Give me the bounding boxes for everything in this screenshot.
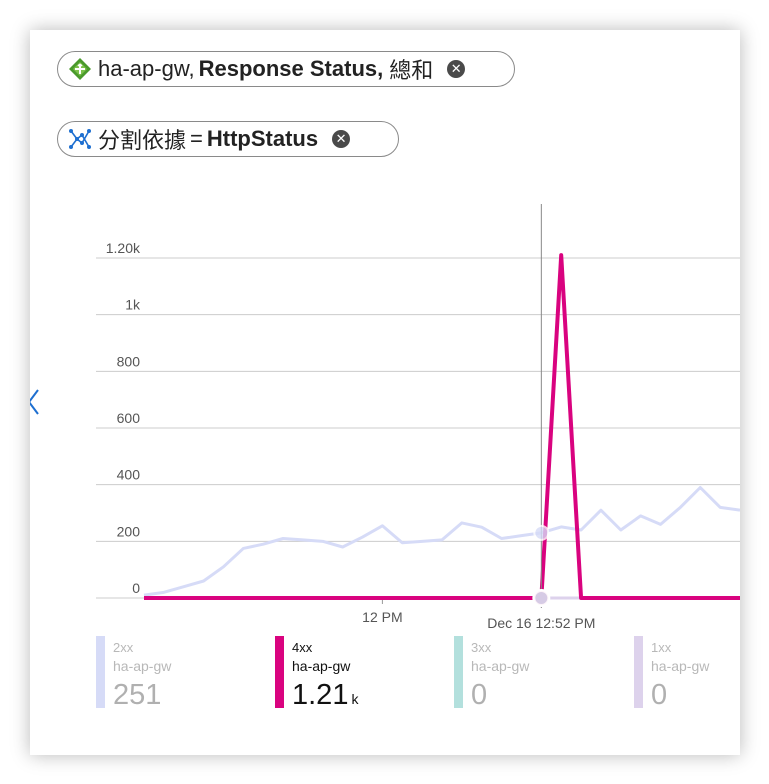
y-tick-label: 400	[117, 467, 141, 483]
split-label: 分割依據	[98, 128, 187, 153]
legend-color-bar	[454, 636, 463, 708]
gateway-diamond-icon	[68, 57, 92, 81]
legend-color-bar	[96, 636, 105, 708]
legend-item-3xx[interactable]: 3xx ha-ap-gw 0	[454, 636, 624, 712]
close-circle-icon[interactable]: ✕	[332, 130, 351, 148]
y-tick-label: 0	[132, 580, 140, 596]
legend-value-number: 1.21	[292, 679, 349, 711]
legend-value: 251	[113, 679, 164, 712]
filter-metric: Response Status,	[198, 56, 384, 81]
hover-point-2xx	[533, 524, 550, 541]
series-line-4xx	[144, 253, 740, 600]
chart-series	[143, 253, 740, 600]
close-circle-icon[interactable]: ✕	[447, 60, 466, 78]
legend-resource: ha-ap-gw	[113, 658, 172, 674]
legend-value: 0	[651, 679, 670, 712]
legend-series-name: 2xx	[113, 640, 134, 655]
legend-item-2xx[interactable]: 2xx ha-ap-gw 251	[96, 636, 266, 712]
metric-chart-card: ha-ap-gw, Response Status, 總和 ✕ 分割依據 = H…	[30, 30, 740, 755]
legend-value-number: 0	[651, 679, 668, 711]
tooltip-time: Dec 16 12:52 PM	[487, 615, 595, 631]
legend-series-name: 3xx	[471, 640, 492, 655]
hover-point-1xx	[533, 590, 550, 606]
legend-resource: ha-ap-gw	[651, 658, 710, 674]
legend-series-name: 4xx	[292, 640, 313, 655]
y-tick-label: 800	[117, 353, 141, 369]
legend-item-4xx[interactable]: 4xx ha-ap-gw 1.21 k	[275, 636, 445, 712]
legend-series-name: 1xx	[651, 640, 672, 655]
metric-filter-pill[interactable]: ha-ap-gw, Response Status, 總和 ✕	[57, 51, 515, 87]
y-axis-ticks: 0 200 400 600 800 1k 1.20k	[106, 240, 141, 596]
y-tick-label: 600	[117, 410, 141, 426]
legend-color-bar	[275, 636, 284, 708]
legend-item-1xx[interactable]: 1xx ha-ap-gw 0	[634, 636, 740, 712]
filter-resource: ha-ap-gw,	[98, 56, 195, 81]
x-axis-ticks: 12 PM	[362, 598, 403, 625]
y-tick-label: 1.20k	[106, 240, 141, 256]
legend-value-number: 0	[471, 679, 488, 711]
legend-value-unit: k	[351, 691, 359, 707]
legend-color-bar	[634, 636, 643, 708]
hover-cursor	[532, 204, 551, 608]
chart-grid	[96, 257, 740, 599]
split-equals: =	[190, 126, 203, 151]
line-chart[interactable]: 0 200 400 600 800 1k 1.20k 12 PM Dec 16 12:52 …	[30, 30, 740, 640]
split-network-icon	[68, 127, 92, 151]
y-tick-label: 1k	[125, 297, 141, 313]
y-tick-label: 200	[117, 523, 141, 539]
split-value: HttpStatus	[206, 126, 319, 151]
legend-resource: ha-ap-gw	[471, 658, 530, 674]
series-line-2xx	[143, 486, 740, 597]
filter-aggregation: 總和	[389, 58, 434, 83]
legend-value-number: 251	[113, 679, 162, 711]
legend-value: 1.21 k	[292, 679, 358, 712]
legend-resource: ha-ap-gw	[292, 658, 351, 674]
chevron-left-icon[interactable]	[30, 386, 42, 418]
x-tick-label: 12 PM	[362, 609, 402, 625]
legend-value: 0	[471, 679, 490, 712]
split-filter-pill[interactable]: 分割依據 = HttpStatus ✕	[57, 121, 399, 157]
